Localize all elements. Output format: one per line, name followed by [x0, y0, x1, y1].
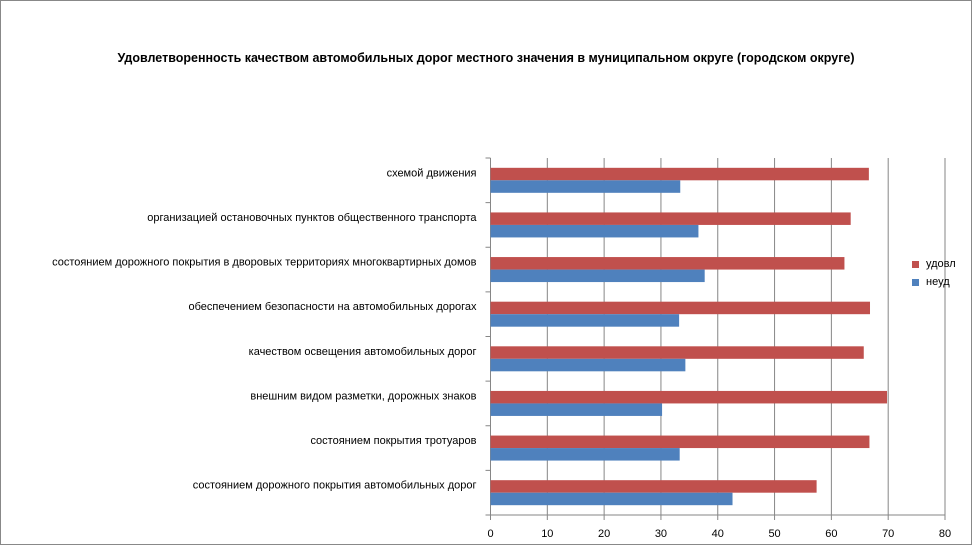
bar-udovl	[490, 390, 888, 404]
x-tick-label: 20	[598, 528, 610, 540]
bar-neud	[490, 314, 680, 327]
legend-swatch-red	[912, 260, 919, 268]
legend-item-udovl: удовл	[912, 258, 956, 270]
bar-neud	[490, 492, 733, 506]
category-label: состоянием дорожного покрытия в дворовых…	[52, 257, 477, 269]
bar-neud	[490, 180, 681, 193]
x-tick-label: 30	[655, 528, 667, 540]
x-tick-label: 40	[712, 528, 724, 540]
category-label: качеством освещения автомобильных дорог	[249, 346, 477, 358]
bar-neud	[490, 403, 663, 416]
bar-udovl	[490, 212, 851, 225]
bar-neud	[490, 269, 705, 283]
bar-udovl	[490, 435, 870, 449]
legend-label: удовл	[926, 258, 956, 270]
bar-udovl	[490, 257, 845, 270]
category-label: внешним видом разметки, дорожных знаков	[250, 390, 476, 402]
bar-neud	[490, 448, 680, 461]
category-label: организацией остановочных пунктов общест…	[147, 212, 477, 224]
category-label: обеспечением безопасности на автомобильн…	[189, 301, 477, 313]
bar-neud	[490, 358, 686, 372]
x-tick-label: 60	[825, 528, 837, 540]
bar-neud	[490, 224, 699, 238]
bar-udovl	[490, 480, 817, 493]
legend-swatch-blue	[912, 278, 919, 286]
category-label: состоянием покрытия тротуаров	[310, 435, 476, 447]
category-label: схемой движения	[387, 167, 477, 179]
x-tick-label: 0	[487, 528, 493, 540]
legend-item-neud: неуд	[912, 276, 950, 288]
x-tick-label: 50	[768, 528, 780, 540]
x-tick-label: 80	[939, 528, 951, 540]
legend-label: неуд	[926, 276, 950, 288]
x-tick-label: 10	[541, 528, 553, 540]
x-tick-label: 70	[882, 528, 894, 540]
chart-title: Удовлетворенность качеством автомобильны…	[117, 51, 855, 65]
category-label: состоянием дорожного покрытия автомобиль…	[193, 480, 477, 492]
bar-udovl	[490, 346, 864, 359]
bar-udovl	[490, 301, 871, 315]
bar-udovl	[490, 167, 869, 181]
